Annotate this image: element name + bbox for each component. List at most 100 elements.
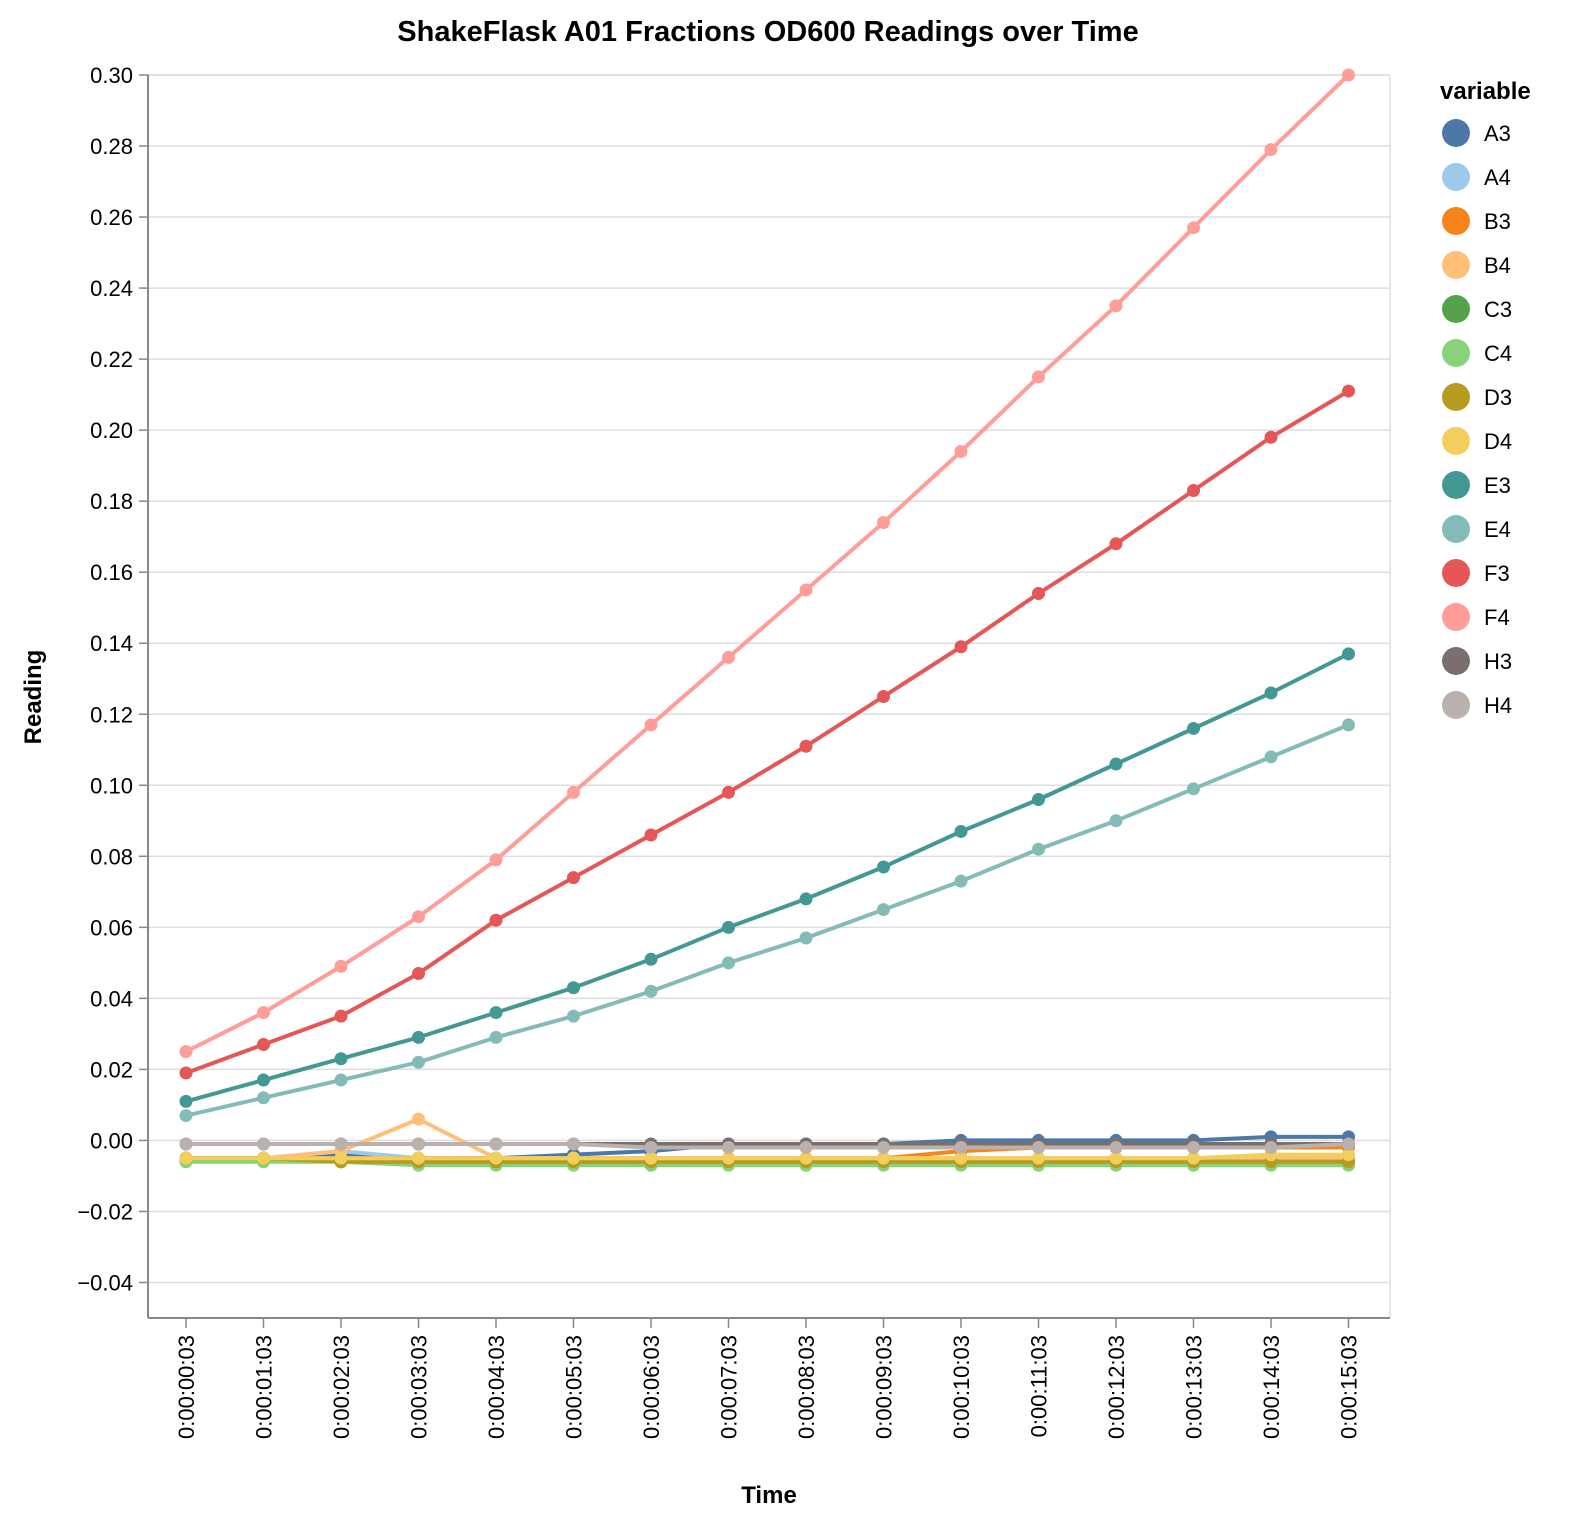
data-point-e4	[257, 1091, 270, 1105]
data-point-e4	[567, 1009, 580, 1023]
data-point-f4	[567, 785, 580, 799]
series-line-d4	[186, 1152, 1349, 1161]
data-point-e4	[722, 956, 735, 970]
y-tick-label: 0.16	[90, 560, 133, 585]
data-point-e3	[1032, 792, 1045, 806]
legend-label-e4: E4	[1484, 517, 1511, 542]
data-point-e3	[644, 952, 658, 966]
data-point-d4	[567, 1151, 580, 1165]
y-tick-label: 0.06	[90, 915, 133, 940]
legend-swatch-f4	[1442, 603, 1470, 631]
data-point-f3	[877, 690, 890, 703]
x-tick-label: 0:00:03:03	[407, 1335, 432, 1439]
legend-label-f3: F3	[1484, 561, 1510, 586]
x-tick-label: 0:00:09:03	[872, 1335, 897, 1439]
x-tick-label: 0:00:13:03	[1182, 1335, 1207, 1439]
data-point-e4	[489, 1030, 503, 1044]
series-lines	[185, 73, 1350, 1168]
x-tick-label: 0:00:02:03	[329, 1335, 354, 1439]
legend-swatch-a3	[1442, 119, 1470, 147]
x-tick-label: 0:00:05:03	[562, 1335, 587, 1439]
data-point-d4	[257, 1151, 270, 1165]
data-point-h4	[179, 1137, 193, 1151]
data-point-f4	[799, 583, 813, 597]
data-point-e4	[799, 931, 813, 945]
y-tick-label: 0.02	[90, 1057, 133, 1082]
data-point-e3	[722, 920, 735, 934]
y-tick-label: 0.24	[90, 276, 133, 301]
data-point-d4	[644, 1151, 658, 1165]
y-tick-label: 0.22	[90, 347, 133, 372]
x-tick-label: 0:00:11:03	[1027, 1335, 1052, 1437]
data-point-e3	[257, 1073, 270, 1087]
legend-swatch-d3	[1442, 383, 1470, 411]
data-point-h4	[1187, 1141, 1200, 1155]
x-tick-label: 0:00:10:03	[949, 1335, 974, 1439]
data-point-e3	[877, 860, 890, 874]
data-point-b4	[412, 1112, 425, 1126]
x-tick-label: 0:00:00:03	[174, 1335, 199, 1439]
legend-swatch-c4	[1442, 339, 1470, 367]
series-points	[179, 68, 1355, 1172]
data-point-f3	[722, 785, 735, 799]
legend-swatch-f3	[1442, 559, 1470, 587]
x-tick-label: 0:00:08:03	[794, 1335, 819, 1439]
legend-title: variable	[1440, 78, 1531, 105]
data-point-f4	[334, 959, 348, 973]
data-point-h4	[877, 1141, 890, 1155]
data-point-f3	[179, 1066, 193, 1080]
data-point-h4	[799, 1141, 813, 1155]
data-point-d4	[954, 1151, 968, 1165]
data-point-f4	[722, 650, 735, 664]
data-point-f3	[1032, 587, 1045, 601]
y-tick-label: 0.28	[90, 134, 133, 159]
data-point-e3	[334, 1052, 348, 1066]
data-point-e4	[412, 1055, 425, 1069]
data-point-f4	[1342, 68, 1355, 82]
x-axis-title: Time	[741, 1482, 797, 1509]
data-point-e3	[1187, 721, 1200, 735]
data-point-f4	[954, 444, 968, 458]
x-tick-label: 0:00:07:03	[717, 1335, 742, 1439]
y-tick-label: 0.26	[90, 205, 133, 230]
data-point-d4	[1342, 1148, 1355, 1162]
data-point-e4	[1264, 750, 1278, 764]
data-point-e4	[1032, 842, 1045, 856]
data-point-f4	[1187, 221, 1200, 235]
legend-label-c3: C3	[1484, 297, 1512, 322]
data-point-h4	[412, 1137, 425, 1151]
data-point-f3	[799, 739, 813, 753]
data-point-f4	[179, 1045, 193, 1059]
x-tick-label: 0:00:01:03	[252, 1335, 277, 1439]
legend-label-b3: B3	[1484, 209, 1511, 234]
series-line-h4	[186, 1142, 1349, 1150]
legend: variable A3 A4 B3 B4 C3 C4 D3 D4 E3 E4 F3 F4 H3 H4	[1440, 78, 1531, 719]
data-point-e3	[179, 1094, 193, 1108]
data-point-e3	[799, 892, 813, 906]
data-point-h4	[722, 1141, 735, 1155]
data-point-f4	[644, 718, 658, 732]
legend-label-d4: D4	[1484, 429, 1512, 454]
data-point-h4	[334, 1137, 348, 1151]
series-line-e3	[185, 652, 1350, 1104]
legend-label-b4: B4	[1484, 253, 1511, 278]
data-point-e4	[877, 903, 890, 917]
x-tick-label: 0:00:06:03	[639, 1335, 664, 1439]
legend-swatch-b4	[1442, 251, 1470, 279]
x-tick-label: 0:00:15:03	[1337, 1335, 1362, 1439]
data-point-e4	[1342, 718, 1355, 732]
data-point-h4	[567, 1137, 580, 1151]
chart-title: ShakeFlask A01 Fractions OD600 Readings …	[397, 16, 1138, 48]
series-line-e4	[185, 723, 1350, 1118]
x-tick-label: 0:00:12:03	[1104, 1335, 1129, 1439]
legend-label-d3: D3	[1484, 385, 1512, 410]
legend-label-a4: A4	[1484, 165, 1511, 190]
y-tick-label: 0.20	[90, 418, 133, 443]
series-line-d3	[186, 1156, 1349, 1164]
data-point-h4	[1109, 1141, 1123, 1155]
data-point-f3	[954, 640, 968, 654]
data-point-f4	[1032, 370, 1045, 384]
data-point-f4	[257, 1006, 270, 1020]
data-point-d4	[799, 1151, 813, 1165]
